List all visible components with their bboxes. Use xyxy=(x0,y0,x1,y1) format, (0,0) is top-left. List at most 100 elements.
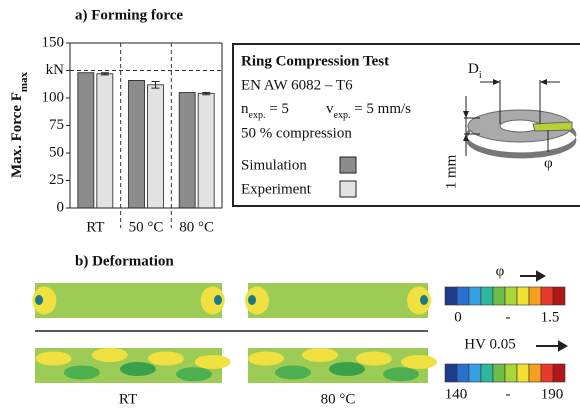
contour-region xyxy=(214,295,222,305)
contour-region xyxy=(32,286,57,315)
colorbar-cell xyxy=(456,286,470,306)
bar xyxy=(178,92,196,209)
colorbar-cell xyxy=(480,363,494,383)
y-label-sub: max xyxy=(18,71,30,92)
contour-region xyxy=(175,367,212,382)
error-bar xyxy=(202,92,211,96)
contour-region xyxy=(302,348,338,362)
contour-region xyxy=(275,365,311,380)
legend-label: Experiment xyxy=(241,181,312,197)
info-title: Ring Compression Test xyxy=(241,53,389,69)
bar xyxy=(96,73,114,209)
bar xyxy=(197,93,215,209)
contour-region xyxy=(248,351,284,366)
contour-region xyxy=(147,351,184,366)
bar xyxy=(128,80,145,209)
scale-label: 190 xyxy=(541,386,564,402)
x-tick-label: 50 °C xyxy=(129,219,164,235)
contour-region xyxy=(119,362,156,376)
y-tick-label: 75 xyxy=(49,117,64,133)
y-label-main: Max. Force F xyxy=(9,92,25,178)
arrow xyxy=(536,340,569,352)
colorbar-cell xyxy=(552,286,566,306)
contour-region xyxy=(329,362,365,376)
contour-region xyxy=(35,351,72,366)
scale-label: - xyxy=(506,386,511,402)
colorbar-cell xyxy=(444,363,458,383)
contour-strip xyxy=(35,283,222,318)
bar xyxy=(147,84,164,209)
contour-region xyxy=(35,295,43,305)
contour-region xyxy=(401,355,437,369)
error-bar xyxy=(151,81,160,89)
contour-region xyxy=(383,367,419,382)
d-sub: i xyxy=(479,70,482,81)
colorbar-cell xyxy=(516,286,530,306)
y-tick-label: 25 xyxy=(49,172,64,188)
ring-diagram xyxy=(463,79,577,159)
scale-label: - xyxy=(506,309,511,325)
contour-region xyxy=(194,355,231,369)
colorbar-cell xyxy=(444,286,458,306)
contour-region xyxy=(200,286,225,315)
contour-maps xyxy=(32,283,566,383)
colorbar-cell xyxy=(552,363,566,383)
column-label: 80 °C xyxy=(321,391,356,407)
n-val: = 5 xyxy=(265,101,288,117)
y-tick-label: 50 xyxy=(49,144,64,160)
info-material: EN AW 6082 – T6 xyxy=(241,77,353,93)
scale-label: 0 xyxy=(454,309,462,325)
diagram-label: 1 mm xyxy=(443,154,459,189)
colorbar-cell xyxy=(516,363,530,383)
contour-region xyxy=(248,295,256,305)
colorbar-cell xyxy=(480,286,494,306)
y-tick-label: kN xyxy=(46,62,65,78)
panel-title: b) Deformation xyxy=(75,253,174,269)
bar xyxy=(77,72,95,209)
colorbar-cell xyxy=(492,363,506,383)
diagram-label: φ xyxy=(544,155,553,171)
colorbar-cell xyxy=(528,363,542,383)
x-tick-label: 80 °C xyxy=(179,219,214,235)
y-tick-label: 150 xyxy=(42,34,65,50)
colorbar-cell xyxy=(540,286,554,306)
colorbar-cell xyxy=(504,363,518,383)
contour-region xyxy=(91,348,128,362)
colorbar-cell xyxy=(528,286,542,306)
legend-swatch xyxy=(339,180,357,198)
contour-region xyxy=(63,365,100,380)
contour-region xyxy=(407,286,431,315)
colorbar-cell xyxy=(468,286,482,306)
x-tick-label: RT xyxy=(86,219,104,235)
legend-label: Simulation xyxy=(241,157,307,173)
scale-title: HV 0.05 xyxy=(464,336,515,352)
v: v xyxy=(326,101,334,117)
info-box xyxy=(232,43,580,207)
contour-strip xyxy=(248,283,428,318)
n: n xyxy=(241,101,249,117)
diagram-label: Di xyxy=(468,61,482,80)
n-sub: exp. xyxy=(249,110,266,121)
info-compression: 50 % compression xyxy=(241,125,352,141)
scale-label: 140 xyxy=(445,386,468,402)
colorbar-cell xyxy=(504,286,518,306)
y-tick-label: 0 xyxy=(57,199,65,215)
column-label: RT xyxy=(119,391,137,407)
colorbar-cell xyxy=(492,286,506,306)
colorbar-cell xyxy=(468,363,482,383)
y-tick-label: 100 xyxy=(42,89,65,105)
d: D xyxy=(468,61,479,77)
arrow xyxy=(520,270,547,282)
v-sub: exp. xyxy=(334,110,351,121)
error-bar xyxy=(100,72,109,76)
y-axis-label: Max. Force Fmax xyxy=(9,71,29,178)
contour-region xyxy=(420,295,428,305)
scale-title: φ xyxy=(496,263,505,279)
panel-title: a) Forming force xyxy=(75,7,183,23)
contour-region xyxy=(356,351,392,366)
colorbar-cell xyxy=(456,363,470,383)
legend-swatch xyxy=(339,156,357,174)
colorbar-cell xyxy=(540,363,554,383)
info-params: nexp. = 5 vexp. = 5 mm/s xyxy=(241,101,411,120)
